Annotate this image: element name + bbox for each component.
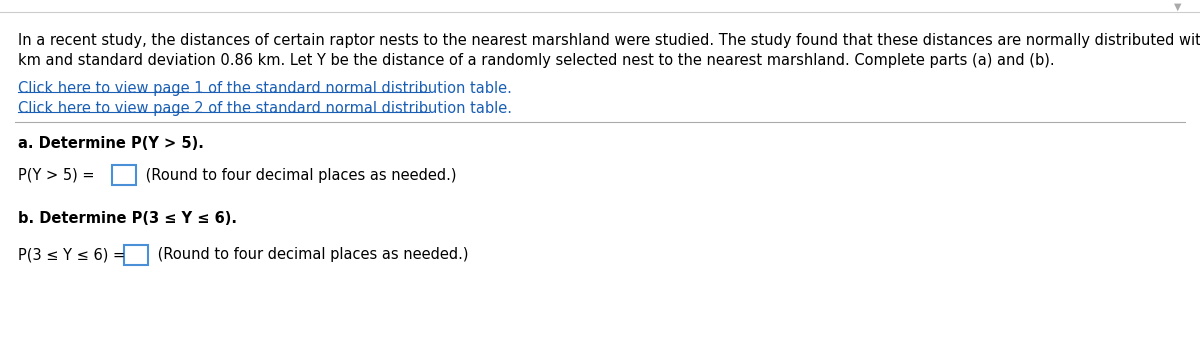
FancyBboxPatch shape [124, 245, 148, 265]
Text: P(Y > 5) =: P(Y > 5) = [18, 168, 95, 183]
FancyBboxPatch shape [112, 165, 136, 185]
Text: ▼: ▼ [1175, 2, 1182, 12]
Text: b. Determine P(3 ≤ Y ≤ 6).: b. Determine P(3 ≤ Y ≤ 6). [18, 211, 238, 226]
Text: (Round to four decimal places as needed.): (Round to four decimal places as needed.… [142, 168, 456, 183]
Text: Click here to view page 2 of the standard normal distribution table.: Click here to view page 2 of the standar… [18, 101, 512, 116]
Text: P(3 ≤ Y ≤ 6) =: P(3 ≤ Y ≤ 6) = [18, 247, 125, 262]
Text: Click here to view page 1 of the standard normal distribution table.: Click here to view page 1 of the standar… [18, 81, 512, 95]
Text: a. Determine P(Y > 5).: a. Determine P(Y > 5). [18, 135, 204, 151]
Text: km and standard deviation 0.86 km. Let Y be the distance of a randomly selected : km and standard deviation 0.86 km. Let Y… [18, 52, 1055, 68]
Text: In a recent study, the distances of certain raptor nests to the nearest marshlan: In a recent study, the distances of cert… [18, 33, 1200, 48]
Text: (Round to four decimal places as needed.): (Round to four decimal places as needed.… [154, 247, 468, 262]
